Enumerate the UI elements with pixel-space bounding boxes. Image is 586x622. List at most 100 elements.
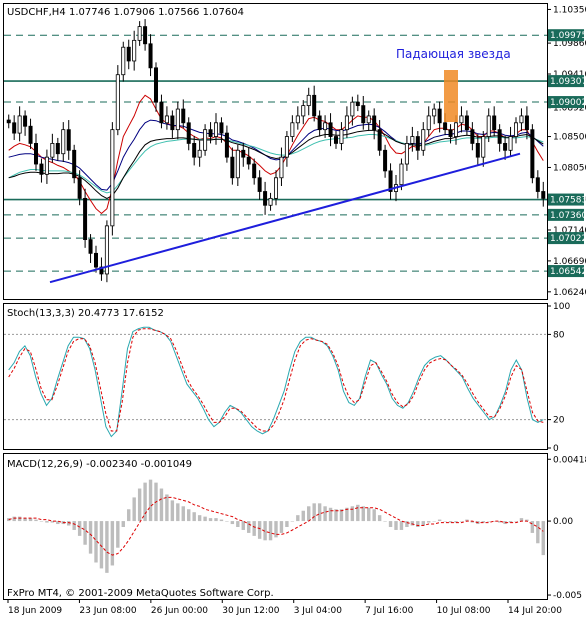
trendline[interactable] [49,152,521,284]
candle-body [355,101,360,107]
macd-bar [99,521,104,569]
macd-bar [137,488,142,522]
macd-bar [421,521,425,526]
candle-body [66,129,71,151]
candle-body [306,94,311,107]
candle-body [126,46,131,62]
time-tick-label: 14 Jul 20:00 [508,606,562,616]
macd-bar [56,521,60,525]
macd-bar [459,521,464,522]
price-tick-label: 1.06240 [553,288,586,298]
macd-bar [181,506,185,522]
macd-bar [372,509,376,522]
macd-bar [50,521,55,523]
candle-body [72,149,77,179]
candle-body [159,101,164,124]
candle-body [6,119,11,124]
candle-body [263,191,268,206]
macd-bar [470,521,475,523]
time-axis: 18 Jun 2009 23 Jun 08:00 26 Jun 00:00 30 Ju… [7,599,562,616]
macd-bar [279,521,284,533]
candle-body [530,129,535,179]
macd-bar [176,503,180,522]
macd-bar [345,507,349,522]
macd-bar [121,521,125,527]
candle-body [372,115,377,131]
candle-body [350,101,355,117]
candle-body [464,115,469,131]
candle-body [213,122,218,137]
candle-body [252,163,257,179]
candle-body [415,136,420,151]
macd-bar [94,521,98,563]
candle-body [459,115,464,124]
macd-bar [247,521,251,533]
candle-body [514,122,519,137]
macd-bar [187,509,191,522]
time-tick-label: 30 Jun 12:00 [222,606,279,616]
macd-bar [317,503,322,522]
candle-body [323,122,328,131]
macd-bar [405,521,409,527]
candle-body [186,122,191,144]
macd-bar [110,521,115,566]
macd-bar [307,506,311,522]
candle-body [284,136,289,158]
annotation-label: Падающая звезда [396,47,511,61]
candle-body [399,163,404,186]
macd-bar [328,507,333,522]
macd-label: MACD(12,26,9) -0.002340 -0.001049 [7,459,192,470]
candle-body [481,136,486,158]
macd-bar [17,516,22,522]
candles [6,19,546,283]
copyright: FxPro MT4, © 2001-2009 MetaQuotes Softwa… [7,588,274,599]
candle-body [137,26,142,41]
candle-body [421,129,426,151]
macd-bar [508,521,513,523]
macd-bar [170,500,175,522]
stoch-axis: 100 80 20 0 [547,302,570,454]
candle-body [115,74,120,131]
candle-body [104,225,109,275]
macd-tick-label: 0.00418 [553,455,586,465]
candle-body [486,115,491,137]
macd-bar [377,515,382,522]
macd-bar [143,482,147,522]
macd-bar [208,518,213,522]
macd-bar [34,519,38,522]
macd-bar [388,521,393,527]
candle-body [88,239,93,254]
macd-bar [323,506,327,522]
candle-body [328,122,333,137]
level-price-box [548,96,584,109]
macd-bar [159,488,164,522]
candle-body [443,122,448,131]
macd-tick-label: -0.005 [553,591,582,601]
candle-body [110,129,115,227]
macd-bar [45,521,49,523]
macd-bar [465,519,469,522]
candle-body [426,115,431,131]
stoch-lines [8,326,544,438]
candle-body [197,149,202,158]
macd-bar [165,494,169,522]
macd-bar [296,515,300,522]
macd-bar [241,521,245,530]
stoch-panel[interactable] [3,303,548,450]
main-panel[interactable] [3,3,548,300]
level-price-label: 1.06542 [550,267,586,277]
candle-body [524,115,529,131]
candle-body [94,252,99,268]
candle-body [497,129,502,144]
candle-body [453,122,458,137]
macd-bar [394,521,398,530]
candle-body [203,129,208,151]
macd-tick-label: 0.00 [553,517,573,527]
macd-bar [127,509,131,522]
candle-body [361,105,366,124]
candle-body [132,39,137,62]
price-tick-label: 1.10350 [553,5,586,15]
candle-body [230,156,235,179]
